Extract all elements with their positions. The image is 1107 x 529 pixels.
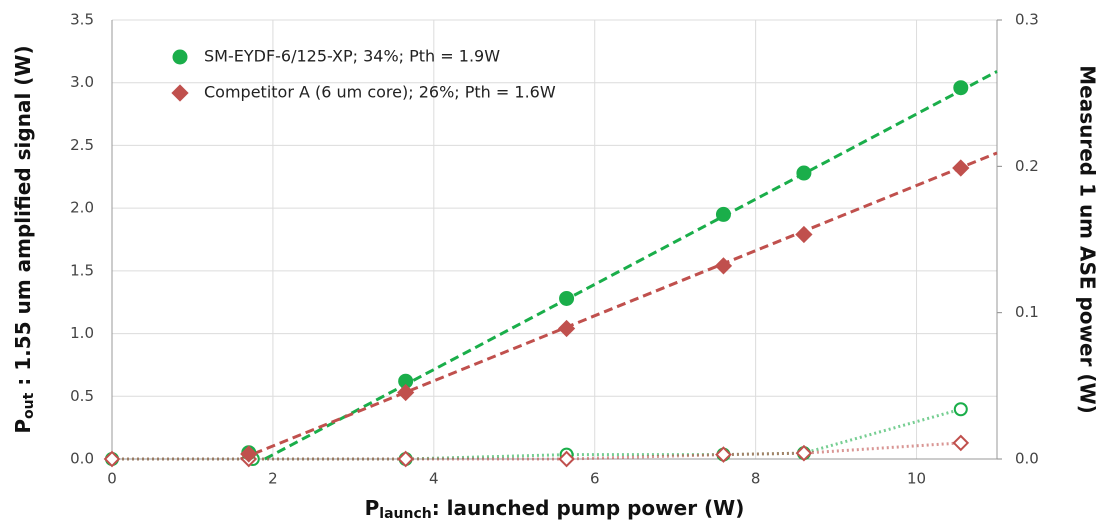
y-tick-label: 0.5 xyxy=(70,387,94,405)
y-tick-label: 3.5 xyxy=(70,11,94,29)
axis-title-rest: : 1.55 um amplified signal (W) xyxy=(11,45,35,392)
marker xyxy=(559,290,575,306)
y2-tick-label: 0.1 xyxy=(1015,303,1039,321)
marker xyxy=(796,165,812,181)
ase-line xyxy=(112,441,961,461)
marker xyxy=(715,206,731,222)
marker xyxy=(714,257,733,275)
marker xyxy=(795,225,813,244)
x-tick-label: 8 xyxy=(751,470,761,488)
y-tick-label: 1.0 xyxy=(70,324,94,342)
axis-title-main: P xyxy=(11,419,35,434)
y2-tick-label: 0.0 xyxy=(1015,450,1039,468)
marker xyxy=(397,450,414,468)
axis-title-rest: : launched pump power (W) xyxy=(432,496,745,520)
marker xyxy=(240,445,258,463)
trendline xyxy=(264,70,998,461)
marker xyxy=(557,319,576,338)
legend-label: Competitor A (6 um core); 26%; Pth = 1.6… xyxy=(204,83,556,102)
y-axis-title: Pout : 1.55 um amplified signal (W) xyxy=(11,45,38,433)
marker xyxy=(558,450,575,468)
marker xyxy=(795,444,813,462)
marker xyxy=(952,159,970,177)
y-tick-label: 0.0 xyxy=(70,450,94,468)
marker xyxy=(398,373,414,389)
trendline xyxy=(240,151,998,461)
marker xyxy=(715,446,732,463)
legend-marker xyxy=(172,49,188,65)
marker xyxy=(953,402,968,417)
y-tick-label: 2.5 xyxy=(70,136,94,154)
axis-title-sub: out xyxy=(21,392,37,419)
y-tick-label: 2.0 xyxy=(70,199,94,217)
x-tick-label: 0 xyxy=(107,470,117,488)
y2-tick-label: 0.2 xyxy=(1015,157,1039,175)
legend-label: SM-EYDF-6/125-XP; 34%; Pth = 1.9W xyxy=(204,47,500,66)
y2-axis-title: Measured 1 um ASE power (W) xyxy=(1076,65,1100,414)
x-tick-label: 4 xyxy=(429,470,439,488)
marker xyxy=(397,383,415,402)
y-tick-label: 3.0 xyxy=(70,73,94,91)
axis-title-main: P xyxy=(365,496,380,520)
y2-tick-label: 0.3 xyxy=(1015,11,1039,29)
x-tick-label: 2 xyxy=(268,470,278,488)
marker xyxy=(952,434,970,452)
marker xyxy=(953,80,969,96)
legend-marker xyxy=(171,84,189,102)
x-tick-label: 6 xyxy=(590,470,600,488)
axis-title-sub: launch xyxy=(379,506,431,522)
x-tick-label: 10 xyxy=(907,470,926,488)
marker xyxy=(103,450,121,468)
x-axis-title: Plaunch: launched pump power (W) xyxy=(365,496,745,523)
y-tick-label: 1.5 xyxy=(70,261,94,279)
